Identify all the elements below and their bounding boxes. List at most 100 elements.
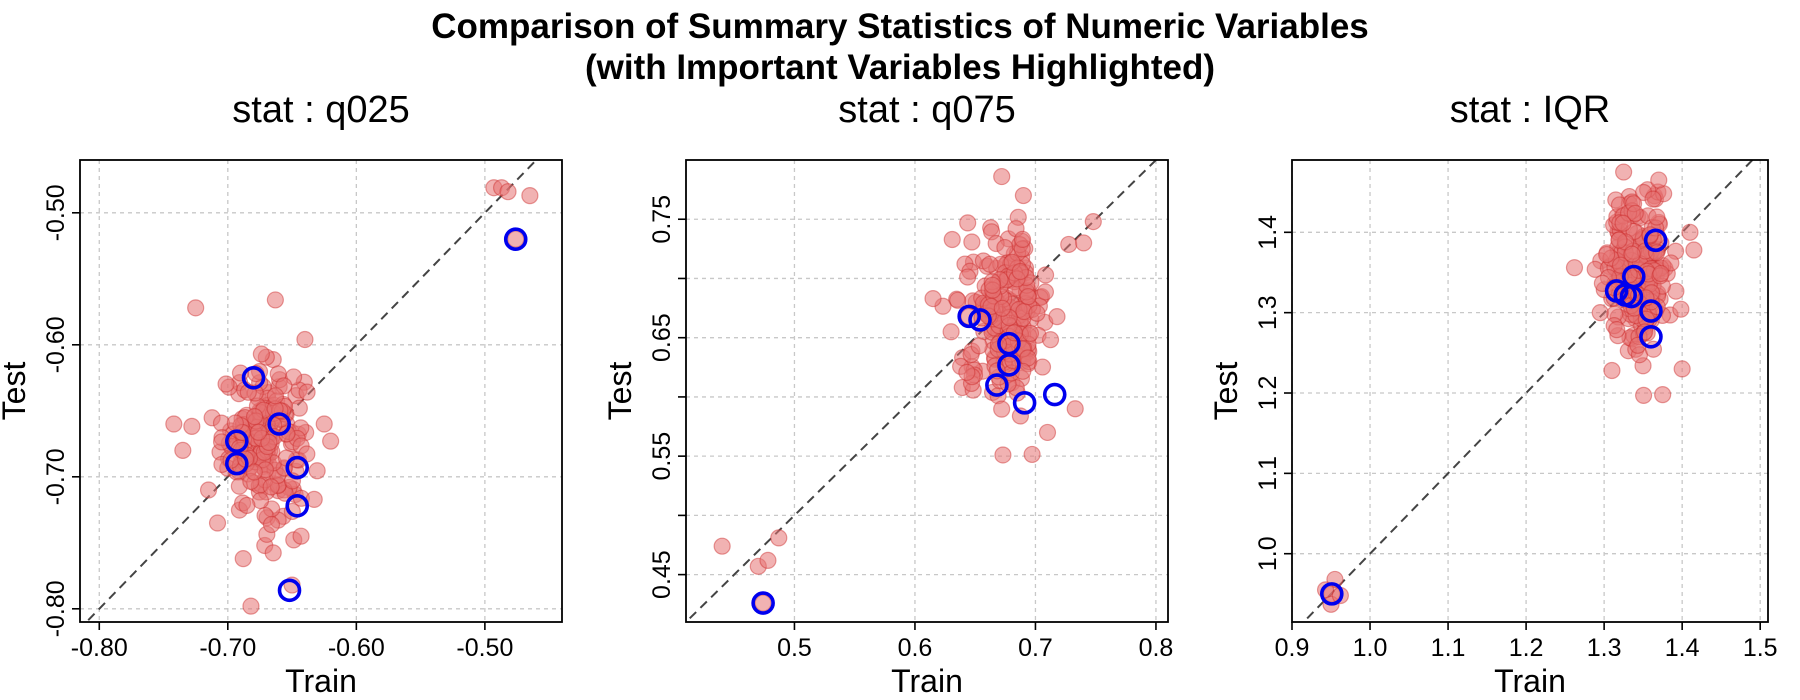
data-point	[1023, 445, 1041, 464]
plot-frame	[685, 159, 1169, 623]
data-point	[1036, 266, 1055, 284]
data-point	[754, 594, 772, 612]
y-tick-label: 0.75	[648, 195, 676, 244]
figure-title-line-2: (with Important Variables Highlighted)	[584, 48, 1216, 87]
x-tick-label: 1.0	[1353, 634, 1388, 662]
data-point	[245, 463, 263, 481]
data-point	[958, 363, 976, 381]
highlighted-point	[267, 412, 292, 436]
data-point	[993, 167, 1011, 186]
data-point	[266, 387, 285, 405]
x-tick-label: 0.6	[898, 634, 933, 662]
data-point	[1060, 235, 1078, 254]
data-point	[1681, 223, 1699, 241]
highlighted-point	[985, 373, 1009, 397]
y-tick-label: -0.80	[42, 580, 70, 637]
y-tick-label: 0.65	[648, 313, 676, 362]
data-point	[165, 415, 183, 433]
data-point	[1075, 234, 1093, 252]
gridlines	[80, 160, 562, 622]
data-point	[264, 544, 282, 562]
data-point	[217, 375, 235, 393]
data-point	[1084, 213, 1102, 231]
data-point	[296, 330, 314, 349]
data-point	[943, 230, 961, 249]
data-point	[1598, 245, 1616, 264]
data-point	[994, 446, 1012, 464]
data-point	[1611, 256, 1630, 274]
plot-frame	[1291, 159, 1769, 623]
data-point	[1036, 283, 1055, 301]
data-point	[242, 597, 260, 615]
figure-title: Comparison of Summary Statistics of Nume…	[0, 6, 1800, 88]
x-tick-label: 0.7	[1018, 634, 1053, 662]
data-point	[1672, 300, 1690, 318]
data-point	[1652, 264, 1670, 283]
data-point	[924, 290, 942, 308]
x-tick-label: -0.50	[456, 634, 513, 662]
data-point	[1662, 254, 1680, 272]
data-point	[1644, 190, 1662, 208]
data-point	[262, 515, 281, 534]
data-point	[183, 417, 201, 435]
data-point	[1623, 245, 1641, 263]
x-axis-label: Train	[1494, 663, 1566, 699]
data-point	[959, 214, 977, 232]
x-tick-label: 1.5	[1743, 634, 1778, 662]
data-point	[981, 255, 999, 273]
figure-title-line-1: Comparison of Summary Statistics of Nume…	[431, 7, 1369, 46]
points-layer	[165, 179, 539, 615]
identity-reference-line	[1302, 160, 1754, 622]
data-point	[308, 462, 326, 480]
x-tick-label: -0.70	[199, 634, 256, 662]
x-tick-label: 0.8	[1139, 634, 1174, 662]
x-tick-label: 0.9	[1275, 634, 1310, 662]
data-point	[507, 230, 525, 248]
panel-title: stat : q025	[232, 89, 409, 131]
y-tick-label: -0.60	[42, 316, 70, 373]
highlighted-point	[225, 451, 249, 476]
data-point	[1608, 321, 1626, 339]
y-tick-label: 1.2	[1254, 376, 1282, 411]
x-axis-label: Train	[285, 663, 357, 699]
data-point	[260, 433, 278, 451]
data-point	[759, 551, 777, 570]
data-point	[499, 183, 517, 201]
x-tick-label: -0.80	[71, 634, 128, 662]
y-axis-label: Test	[0, 362, 32, 421]
highlighted-point	[503, 227, 528, 251]
data-point	[1014, 186, 1033, 205]
data-point	[1048, 308, 1066, 326]
x-tick-label: 0.5	[777, 634, 812, 662]
data-point	[1033, 358, 1052, 376]
data-point	[298, 383, 316, 401]
data-point	[1614, 214, 1632, 232]
y-tick-label: 1.3	[1254, 295, 1282, 330]
data-point	[1603, 361, 1621, 380]
data-point	[1011, 262, 1029, 281]
y-axis-label: Test	[1208, 362, 1244, 421]
x-tick-label: 1.2	[1509, 634, 1544, 662]
data-point	[234, 550, 252, 568]
highlighted-point	[285, 494, 310, 518]
data-point	[942, 323, 960, 341]
data-point	[238, 496, 256, 515]
data-point	[226, 414, 244, 432]
data-point	[996, 238, 1014, 257]
highlighted-point	[1319, 582, 1344, 606]
highlighted-layer	[225, 227, 528, 603]
gridlines	[686, 160, 1168, 622]
x-tick-label: 1.4	[1665, 634, 1700, 662]
data-point	[266, 291, 284, 309]
data-point	[252, 345, 270, 363]
y-tick-label: -0.50	[42, 184, 70, 241]
y-tick-label: 0.55	[648, 432, 676, 481]
data-point	[993, 400, 1011, 418]
data-point	[1066, 400, 1084, 418]
highlighted-layer	[1319, 228, 1668, 606]
data-point	[199, 481, 218, 499]
data-point	[993, 299, 1011, 317]
data-point	[1041, 331, 1060, 349]
